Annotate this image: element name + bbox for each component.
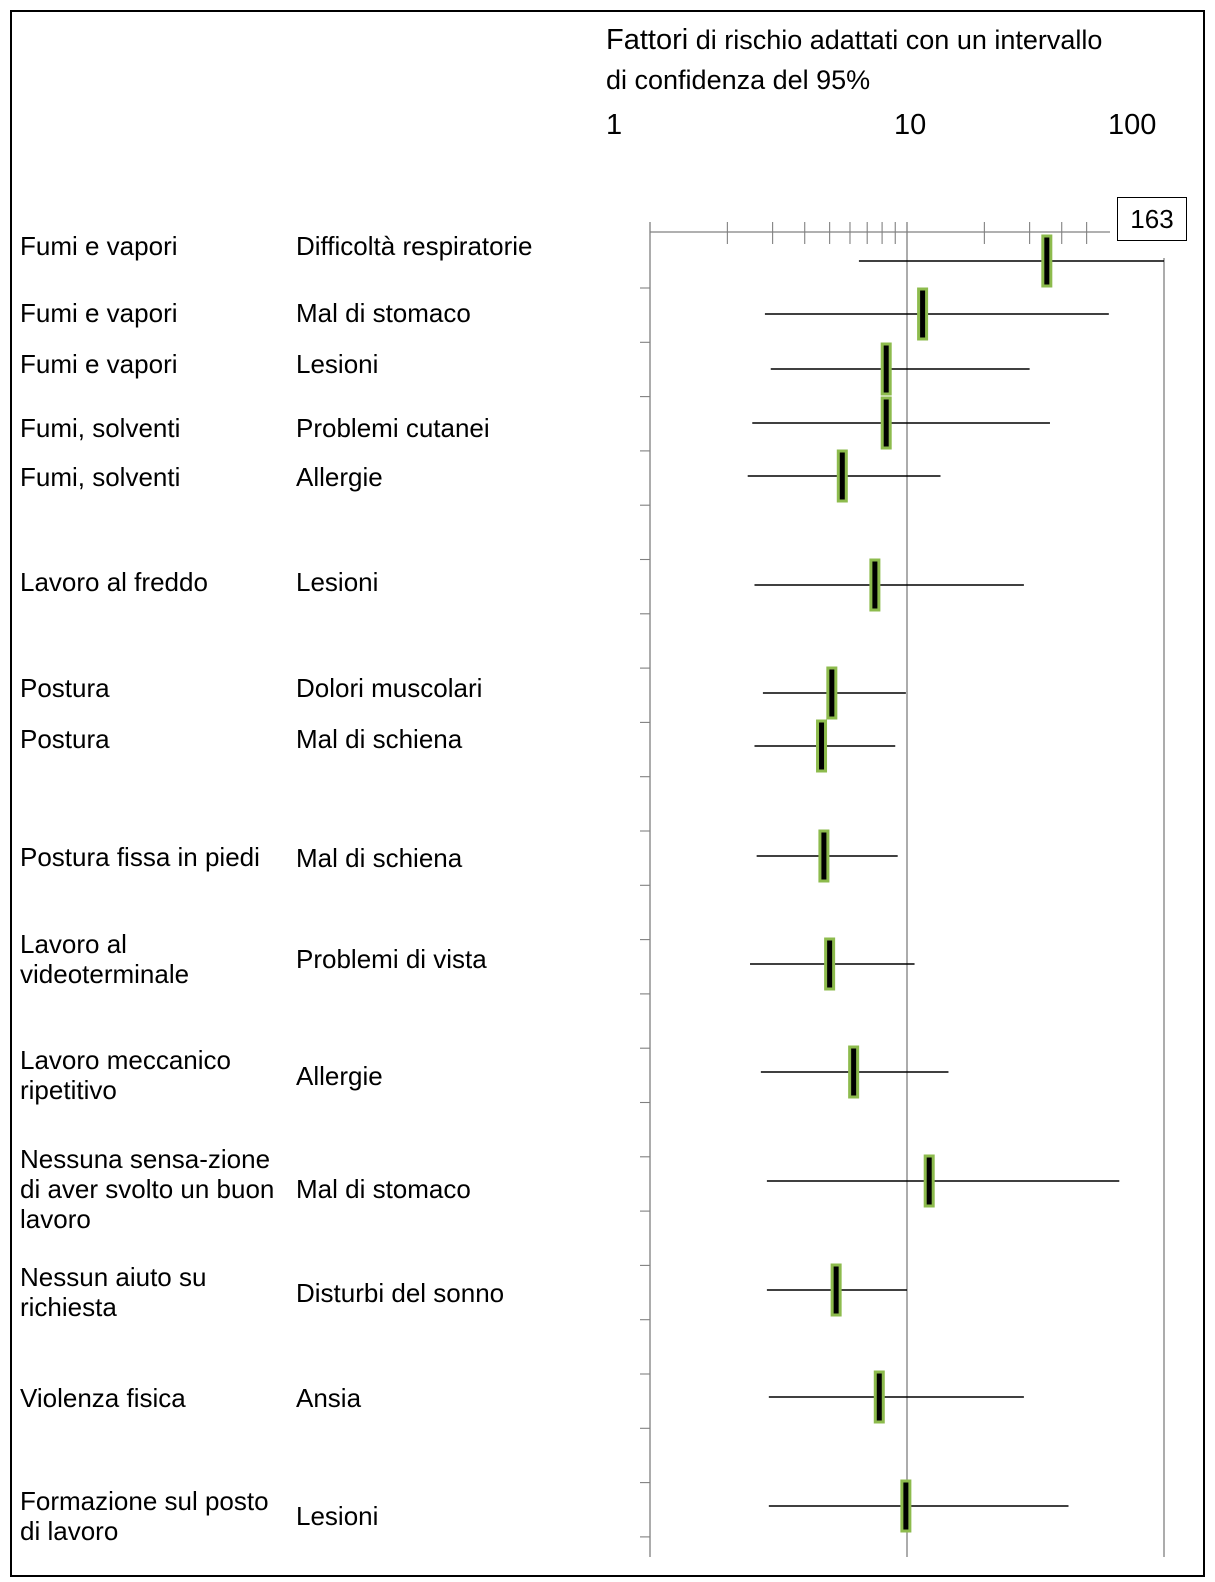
- point-estimate-marker: [880, 396, 892, 450]
- row-outcome-label: Mal di stomaco: [296, 298, 471, 328]
- point-estimate-marker: [923, 1154, 935, 1208]
- point-estimate-marker: [1041, 234, 1053, 288]
- point-estimate-marker: [880, 342, 892, 396]
- row-factor-label: Nessuna sensa-zione di aver svolto un bu…: [20, 1144, 275, 1234]
- row-outcome-label: Lesioni: [296, 567, 379, 597]
- overflow-value-box: 163: [1117, 197, 1187, 241]
- row-outcome-label: Problemi di vista: [296, 944, 487, 974]
- row-factor-label: Fumi e vapori: [20, 298, 178, 328]
- row-outcome-label: Allergie: [296, 1061, 383, 1091]
- row-outcome-label: Allergie: [296, 462, 383, 492]
- row-factor-label: Fumi, solventi: [20, 413, 181, 443]
- row-factor-label: Fumi e vapori: [20, 231, 178, 261]
- row-outcome-label: Mal di schiena: [296, 724, 463, 754]
- point-estimate-marker: [869, 558, 881, 612]
- row-factor-label: Fumi e vapori: [20, 349, 178, 379]
- row-outcome-label: Problemi cutanei: [296, 413, 490, 443]
- row-factor-label: Postura fissa in piedi: [20, 842, 260, 872]
- row-outcome-label: Mal di stomaco: [296, 1174, 471, 1204]
- row-factor-label: Fumi, solventi: [20, 462, 181, 492]
- point-estimate-marker: [816, 719, 828, 773]
- chart-title-line2: di confidenza del 95%: [606, 65, 871, 95]
- row-outcome-label: Lesioni: [296, 349, 379, 379]
- point-estimate-marker: [873, 1370, 885, 1424]
- scale-label-100: 100: [1108, 109, 1157, 141]
- row-factor-label: Postura: [20, 673, 110, 703]
- row-outcome-label: Ansia: [296, 1383, 362, 1413]
- chart-title-line1: Fattori di rischio adattati con un inter…: [606, 22, 1102, 58]
- row-factor-label: Lavoro al videoterminale: [20, 929, 190, 989]
- row-factor-label: Lavoro al freddo: [20, 567, 208, 597]
- figure-frame: [10, 10, 1205, 1577]
- point-estimate-marker: [826, 666, 838, 720]
- row-factor-label: Nessun aiuto su richiesta: [20, 1262, 207, 1322]
- row-outcome-label: Mal di schiena: [296, 843, 463, 873]
- scale-label-1: 1: [606, 109, 623, 141]
- overflow-value-label: 163: [1130, 203, 1174, 234]
- chart-title-word: Fattori: [606, 24, 689, 56]
- point-estimate-marker: [818, 829, 830, 883]
- point-estimate-marker: [830, 1263, 842, 1317]
- row-factor-label: Lavoro meccanico ripetitivo: [20, 1045, 231, 1105]
- scale-label-10: 10: [894, 109, 927, 141]
- row-outcome-label: Difficoltà respiratorie: [296, 231, 533, 261]
- point-estimate-marker: [848, 1045, 860, 1099]
- row-factor-label: Postura: [20, 724, 110, 754]
- row-factor-label: Violenza fisica: [20, 1383, 186, 1413]
- point-estimate-marker: [836, 449, 848, 503]
- point-estimate-marker: [917, 287, 929, 341]
- row-outcome-label: Dolori muscolari: [296, 673, 483, 703]
- chart-title-rest: di rischio adattati con un intervallo: [688, 25, 1103, 55]
- point-estimate-marker: [824, 937, 836, 991]
- row-outcome-label: Lesioni: [296, 1501, 379, 1531]
- row-outcome-label: Disturbi del sonno: [296, 1278, 505, 1308]
- point-estimate-marker: [900, 1479, 912, 1533]
- row-factor-label: Formazione sul posto di lavoro: [20, 1486, 269, 1546]
